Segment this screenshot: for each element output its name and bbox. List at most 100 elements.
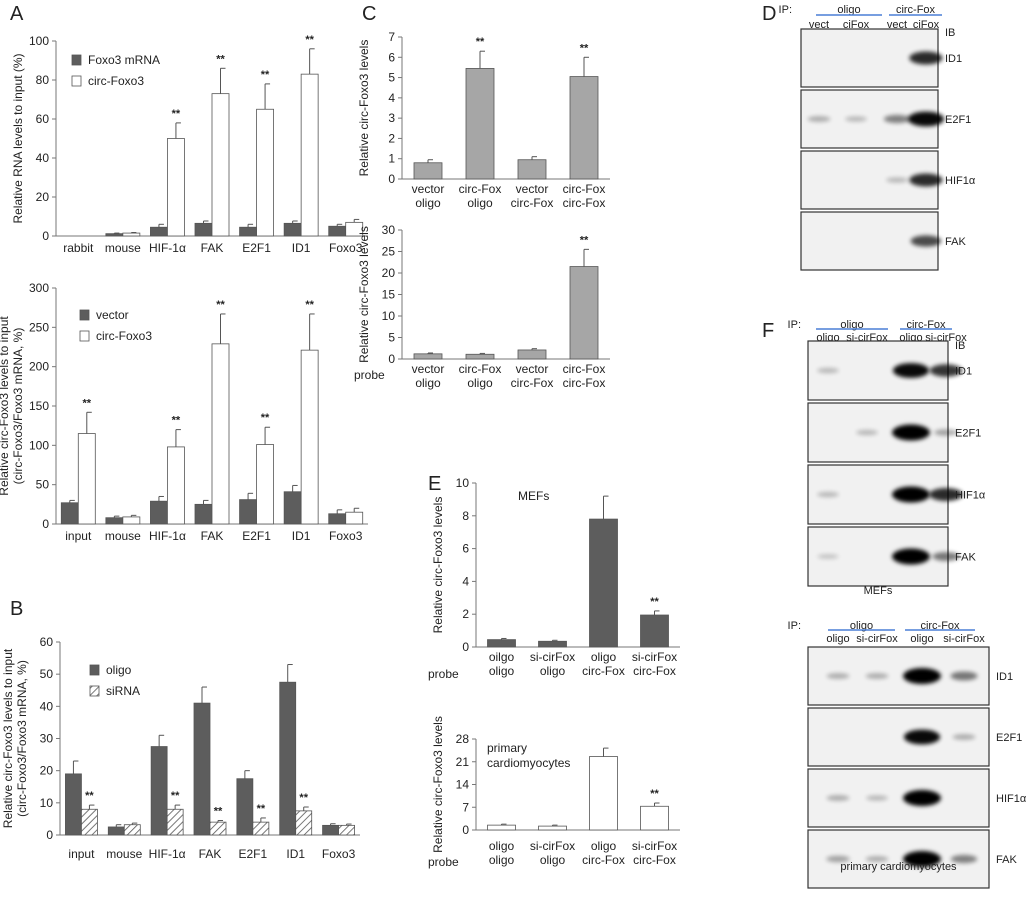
category-label-line: oligo	[591, 839, 617, 853]
y-tick-label: 80	[36, 73, 50, 87]
y-tick-label: 3	[388, 111, 395, 125]
bar	[166, 808, 184, 836]
category-label: Foxo3	[329, 529, 363, 543]
bar	[194, 503, 213, 525]
bar	[211, 343, 230, 525]
bar	[465, 68, 495, 180]
bar	[487, 824, 516, 831]
bar	[167, 138, 185, 237]
significance-marker: **	[476, 36, 485, 48]
category-label-line: HIF-1α	[149, 241, 186, 255]
y-tick-label: 2	[388, 131, 395, 145]
blot-band	[826, 673, 850, 679]
lane-label: si-cirFox	[856, 633, 898, 645]
category-label: oligo oligo	[489, 839, 515, 867]
category-label-line: vector	[516, 182, 549, 196]
blot-row-label: HIF1α	[945, 175, 976, 187]
y-tick-label: 0	[462, 823, 469, 837]
panel-label-f: F	[762, 320, 774, 342]
bar	[65, 773, 82, 836]
significance-marker: **	[257, 803, 266, 815]
y-tick-label: 5	[388, 331, 395, 345]
blot-row-label: ID1	[996, 671, 1013, 683]
blot-band	[865, 856, 889, 862]
blot-band	[892, 424, 930, 441]
category-label: input	[68, 847, 95, 861]
legend-label: oligo	[106, 663, 132, 677]
legend-label: vector	[96, 308, 129, 322]
category-label-line: vector	[516, 362, 549, 376]
blot-row-label: E2F1	[955, 428, 981, 440]
category-label-line: circ-Fox	[459, 362, 502, 376]
category-label-line: mouse	[105, 241, 141, 255]
category-label-line: oilgo	[489, 650, 515, 664]
bar	[322, 824, 339, 836]
bar	[283, 491, 302, 525]
legend-swatch	[79, 330, 90, 342]
ip-group-label: circ-Fox	[920, 620, 960, 632]
category-label-line: Foxo3	[329, 241, 363, 255]
significance-marker: **	[214, 806, 223, 818]
significance-marker: **	[171, 790, 180, 802]
inner-label-line: cardiomyocytes	[487, 756, 570, 770]
category-label-line: oligo	[415, 196, 441, 210]
category-label-line: FAK	[201, 241, 224, 255]
significance-marker: **	[261, 412, 270, 424]
ip-group-label: circ-Fox	[906, 319, 946, 331]
y-tick-label: 100	[29, 34, 49, 48]
ip-group-label: circ-Fox	[896, 4, 936, 16]
blot-band	[903, 851, 941, 867]
blot-band	[817, 554, 839, 559]
bar	[150, 226, 168, 237]
blot-band	[909, 173, 943, 187]
inner-label-line: primary	[487, 741, 527, 755]
y-tick-label: 1	[388, 152, 395, 166]
category-label: si-cirFox circ-Fox	[632, 839, 677, 867]
blot-band	[826, 795, 850, 801]
y-tick-label: 40	[40, 699, 54, 713]
category-label-line: oligo	[467, 376, 493, 390]
category-label: input	[65, 529, 92, 543]
category-label-line: oligo	[489, 664, 515, 678]
category-label-line: circ-Fox	[633, 664, 676, 678]
category-label-line: E2F1	[239, 847, 268, 861]
bar	[150, 746, 168, 836]
category-label: HIF-1α	[149, 529, 186, 543]
bar	[150, 500, 168, 525]
y-tick-label: 30	[40, 732, 54, 746]
inner-label: primary cardiomyocytes	[487, 741, 570, 770]
bar	[328, 513, 347, 525]
y-tick-label: 50	[40, 667, 54, 681]
category-label: ID1	[292, 529, 311, 543]
category-label-line: E2F1	[242, 241, 271, 255]
category-label: Foxo3	[329, 241, 363, 255]
blot-row-label: FAK	[945, 236, 966, 248]
category-label: vector oligo	[412, 182, 445, 210]
y-tick-label: 60	[36, 112, 50, 126]
legend-label: siRNA	[106, 684, 140, 698]
category-label: E2F1	[239, 847, 268, 861]
blot-band	[892, 363, 930, 378]
category-label-line: E2F1	[242, 529, 271, 543]
bar	[105, 517, 124, 525]
category-label-line: FAK	[199, 847, 222, 861]
category-label-line: HIF-1α	[149, 529, 186, 543]
ip-label: IP:	[788, 620, 801, 632]
ib-label: IB	[955, 340, 965, 352]
blot-band	[910, 235, 942, 247]
category-label-line: oligo	[489, 853, 515, 867]
category-label: mouse	[105, 529, 141, 543]
category-label: E2F1	[242, 529, 271, 543]
y-tick-label: 60	[40, 635, 54, 649]
blot-band	[903, 790, 941, 806]
ip-label: IP:	[779, 4, 792, 16]
bar	[538, 640, 567, 648]
blot-band	[865, 673, 889, 679]
y-axis-label-line: (circ-Foxo3/Foxo3 mRNA, %)	[11, 328, 25, 485]
significance-marker: **	[85, 790, 94, 802]
category-label: oligo circ-Fox	[582, 650, 625, 678]
y-axis-label-line: Relative circ-Foxo3 levels	[357, 40, 371, 177]
category-label-line: oligo	[467, 196, 493, 210]
legend-swatch	[79, 309, 90, 321]
